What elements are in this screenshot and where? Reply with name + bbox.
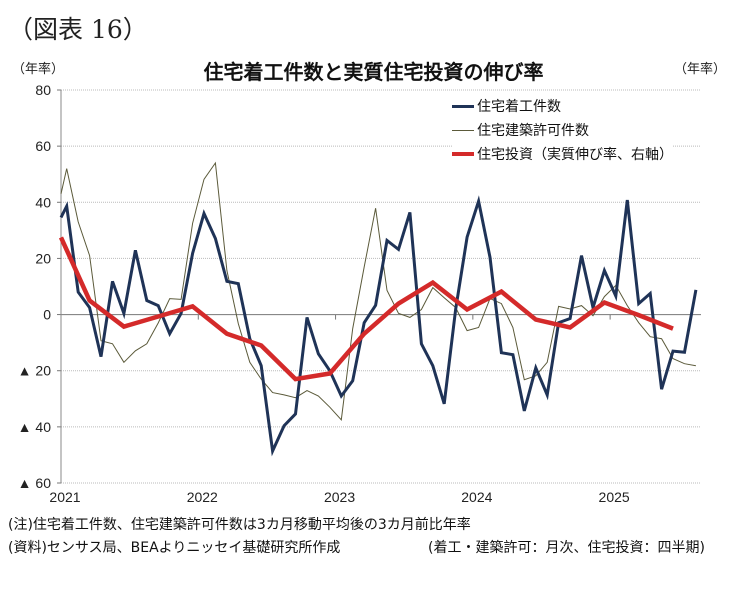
y-tick-label: ▲ 20 [18,363,52,379]
legend-item-housing-starts: 住宅着工件数 [452,94,673,118]
x-tick-label: 2024 [461,489,492,505]
chart-title: 住宅着工件数と実質住宅投資の伸び率 [203,60,544,84]
legend-swatch-residential-investment [452,152,474,156]
x-tick-label: 2022 [187,489,218,505]
legend-label: 住宅建築許可件数 [477,123,589,139]
grid-lines [61,89,701,484]
series-lines [58,161,698,457]
y-tick-label: 80 [35,82,51,98]
legend-item-residential-investment: 住宅投資（実質伸び率、右軸） [452,142,673,166]
y-tick-label: ▲ 40 [18,419,52,435]
y-tick-label: 20 [35,250,51,266]
footnote-source: (資料)センサス局、BEAよりニッセイ基礎研究所作成 [8,540,341,556]
series-line-housing-starts [59,195,698,457]
legend-label: 住宅着工件数 [477,99,561,115]
legend: 住宅着工件数 住宅建築許可件数 住宅投資（実質伸び率、右軸） [452,94,673,166]
x-tick-label: 2025 [599,489,630,505]
right-axis-unit: （年率） [674,62,727,77]
footnote-note: (注)住宅着工件数、住宅建築許可件数は3カ月移動平均後の3カ月前比年率 [8,517,471,533]
legend-swatch-building-permits [452,129,474,131]
y-tick-labels: 80 60 40 20 0 ▲ 20 ▲ 40 ▲ 60 [18,82,52,491]
x-tick-labels: 2021 2022 2023 2024 2025 [49,489,629,505]
legend-item-building-permits: 住宅建築許可件数 [452,118,673,142]
legend-label: 住宅投資（実質伸び率、右軸） [477,147,673,163]
left-axis-unit: （年率） [12,62,65,77]
figure-label: （図表 16） [8,15,148,44]
y-tick-label: 60 [35,138,51,154]
legend-swatch-housing-starts [452,104,474,108]
series-line-residential-investment [58,236,674,382]
y-tick-label: ▲ 60 [18,475,52,491]
y-tick-label: 40 [35,194,51,210]
x-tick-label: 2023 [324,489,355,505]
x-tick-label: 2021 [49,489,80,505]
y-tick-label: 0 [43,307,51,323]
footnote-frequency: (着工・建築許可：月次、住宅投資：四半期) [428,540,705,556]
